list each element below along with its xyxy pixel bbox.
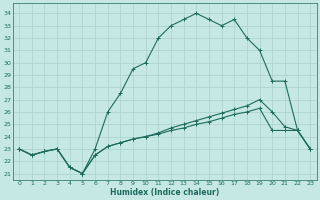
X-axis label: Humidex (Indice chaleur): Humidex (Indice chaleur) [110, 188, 219, 197]
